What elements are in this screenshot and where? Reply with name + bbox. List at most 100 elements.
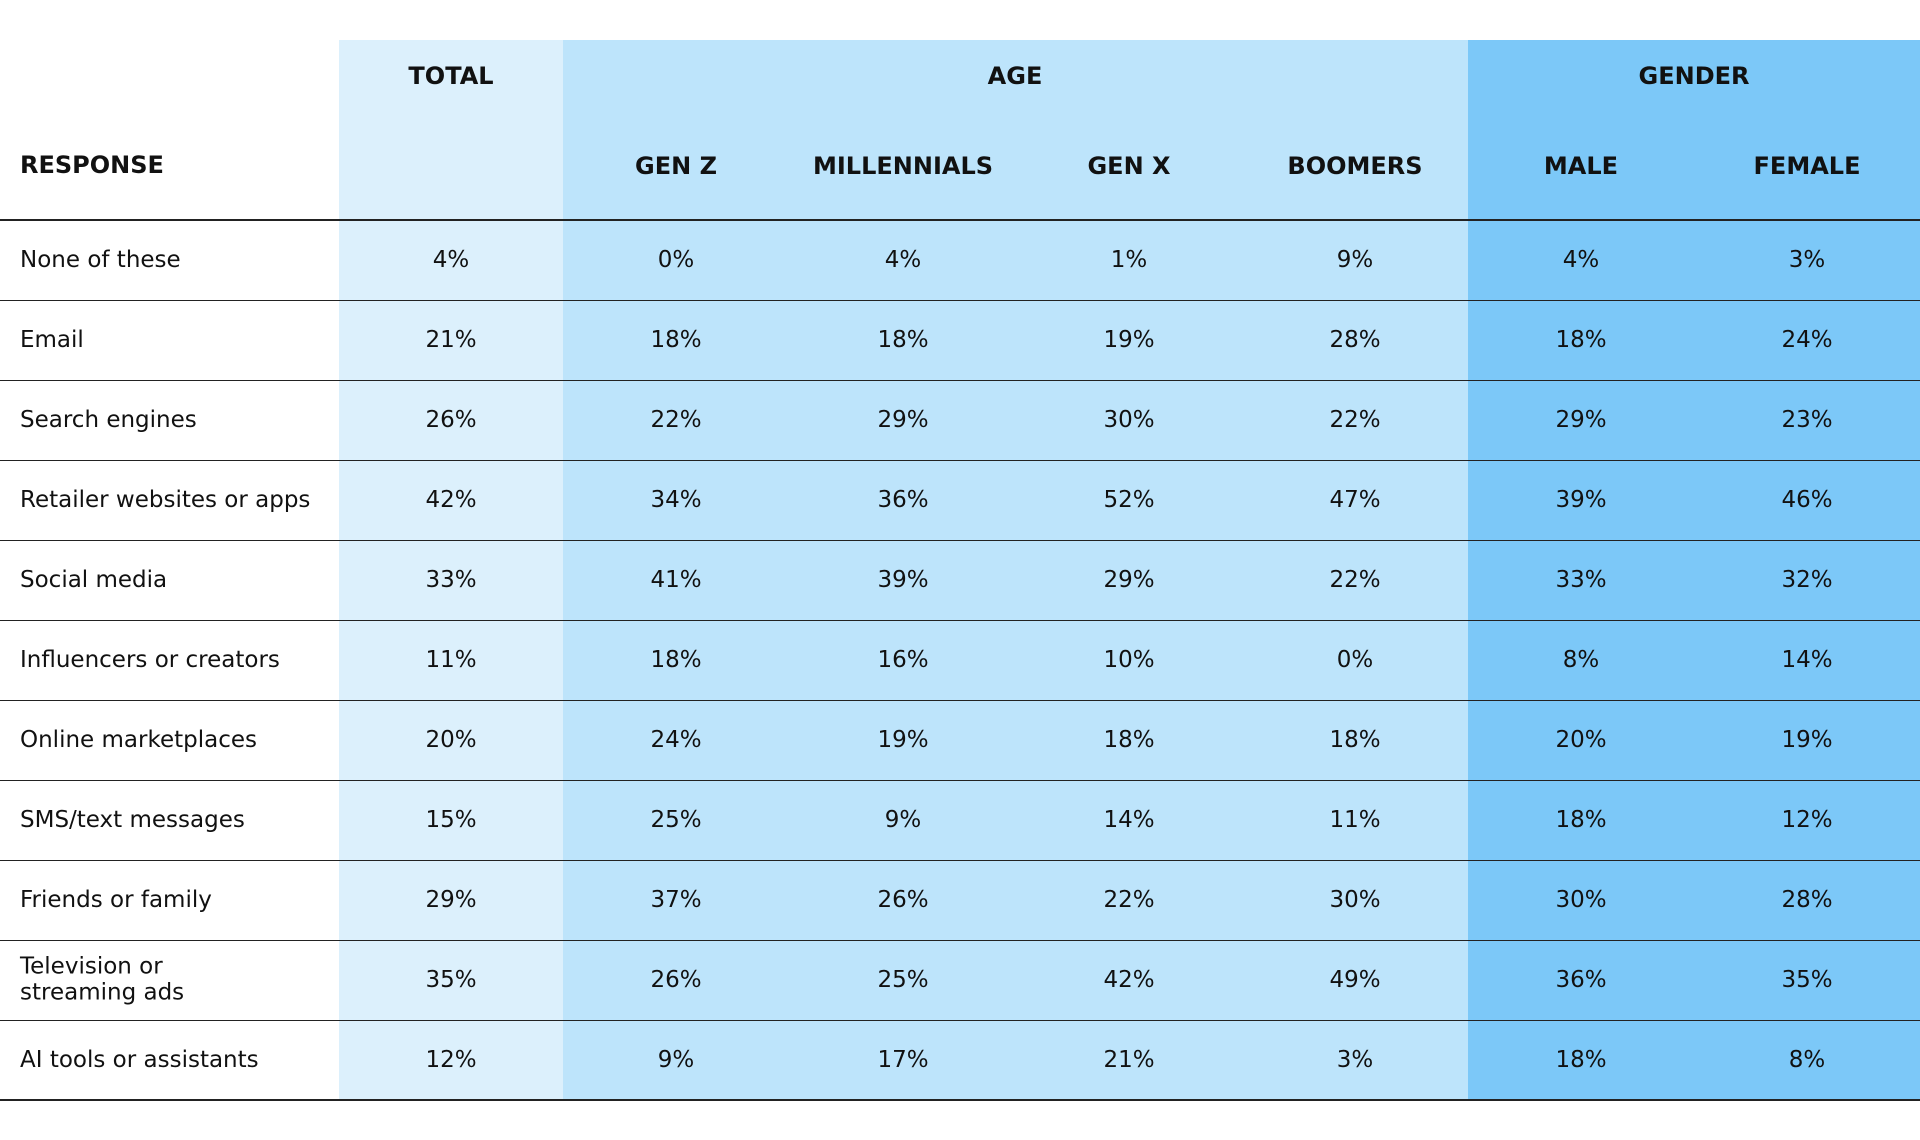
column-header: FEMALE — [1753, 152, 1861, 180]
cell-value: 35% — [425, 967, 477, 993]
cell-value: 30% — [1103, 407, 1155, 433]
cell-value: 34% — [650, 487, 702, 513]
cell-value: 25% — [650, 807, 702, 833]
row-rule — [0, 860, 1920, 861]
cell-value: 12% — [425, 1047, 477, 1073]
cell-value: 49% — [1329, 967, 1381, 993]
row-rule — [0, 940, 1920, 941]
cell-value: 21% — [1103, 1047, 1155, 1073]
column-header: GEN Z — [635, 152, 717, 180]
cell-value: 37% — [650, 887, 702, 913]
row-rule — [0, 620, 1920, 621]
row-label: Online marketplaces — [20, 726, 257, 753]
cell-value: 18% — [650, 327, 702, 353]
cell-value: 47% — [1329, 487, 1381, 513]
row-label: Email — [20, 326, 84, 353]
cell-value: 29% — [1103, 567, 1155, 593]
cell-value: 3% — [1788, 247, 1826, 273]
cell-value: 24% — [650, 727, 702, 753]
cell-value: 20% — [425, 727, 477, 753]
cell-value: 18% — [1555, 1047, 1607, 1073]
row-label: Search engines — [20, 406, 197, 433]
group-header: AGE — [987, 62, 1043, 90]
row-rule — [0, 540, 1920, 541]
cell-value: 4% — [1562, 247, 1600, 273]
cell-value: 22% — [650, 407, 702, 433]
cell-value: 52% — [1103, 487, 1155, 513]
cell-value: 33% — [425, 567, 477, 593]
column-header: BOOMERS — [1287, 152, 1423, 180]
row-rule — [0, 780, 1920, 781]
cell-value: 4% — [884, 247, 922, 273]
cell-value: 36% — [877, 487, 929, 513]
row-rule — [0, 460, 1920, 461]
row-rule — [0, 380, 1920, 381]
cell-value: 29% — [1555, 407, 1607, 433]
cell-value: 39% — [877, 567, 929, 593]
cell-value: 3% — [1336, 1047, 1374, 1073]
cell-value: 9% — [884, 807, 922, 833]
cell-value: 22% — [1329, 407, 1381, 433]
cell-value: 0% — [657, 247, 695, 273]
cell-value: 24% — [1781, 327, 1833, 353]
cell-value: 22% — [1103, 887, 1155, 913]
cell-value: 8% — [1562, 647, 1600, 673]
cell-value: 29% — [877, 407, 929, 433]
cell-value: 15% — [425, 807, 477, 833]
gender-band — [1468, 40, 1920, 1100]
cell-value: 26% — [877, 887, 929, 913]
cell-value: 11% — [1329, 807, 1381, 833]
total-band — [339, 40, 563, 1100]
column-header: MILLENNIALS — [812, 152, 994, 180]
cell-value: 33% — [1555, 567, 1607, 593]
cell-value: 17% — [877, 1047, 929, 1073]
row-label: None of these — [20, 246, 181, 273]
row-label: Television or streaming ads — [20, 953, 185, 1006]
cell-value: 14% — [1103, 807, 1155, 833]
cell-value: 21% — [425, 327, 477, 353]
row-label: SMS/text messages — [20, 806, 245, 833]
cell-value: 35% — [1781, 967, 1833, 993]
row-label: Social media — [20, 566, 168, 593]
cell-value: 30% — [1555, 887, 1607, 913]
cell-value: 23% — [1781, 407, 1833, 433]
cell-value: 4% — [432, 247, 470, 273]
cell-value: 26% — [650, 967, 702, 993]
header-rule — [0, 219, 1920, 221]
cell-value: 16% — [877, 647, 929, 673]
cell-value: 18% — [650, 647, 702, 673]
cell-value: 11% — [425, 647, 477, 673]
cell-value: 0% — [1336, 647, 1374, 673]
cell-value: 8% — [1788, 1047, 1826, 1073]
cell-value: 20% — [1555, 727, 1607, 753]
cell-value: 18% — [1555, 327, 1607, 353]
cell-value: 18% — [1555, 807, 1607, 833]
cell-value: 9% — [657, 1047, 695, 1073]
row-label: Influencers or creators — [20, 646, 280, 673]
cell-value: 30% — [1329, 887, 1381, 913]
cell-value: 18% — [1329, 727, 1381, 753]
column-header: MALE — [1543, 152, 1619, 180]
row-label: AI tools or assistants — [20, 1046, 259, 1073]
cell-value: 28% — [1329, 327, 1381, 353]
age-band — [563, 40, 1468, 1100]
group-header: GENDER — [1638, 62, 1750, 90]
row-rule — [0, 700, 1920, 701]
cell-value: 41% — [650, 567, 702, 593]
cell-value: 42% — [425, 487, 477, 513]
cell-value: 18% — [877, 327, 929, 353]
cell-value: 18% — [1103, 727, 1155, 753]
cell-value: 1% — [1110, 247, 1148, 273]
cell-value: 19% — [877, 727, 929, 753]
column-header: RESPONSE — [20, 151, 164, 180]
row-label: Retailer websites or apps — [20, 486, 311, 513]
cell-value: 46% — [1781, 487, 1833, 513]
cell-value: 29% — [425, 887, 477, 913]
cell-value: 10% — [1103, 647, 1155, 673]
row-rule — [0, 1020, 1920, 1021]
row-rule — [0, 300, 1920, 301]
cell-value: 22% — [1329, 567, 1381, 593]
bottom-rule — [0, 1099, 1920, 1101]
row-label: Friends or family — [20, 886, 212, 913]
